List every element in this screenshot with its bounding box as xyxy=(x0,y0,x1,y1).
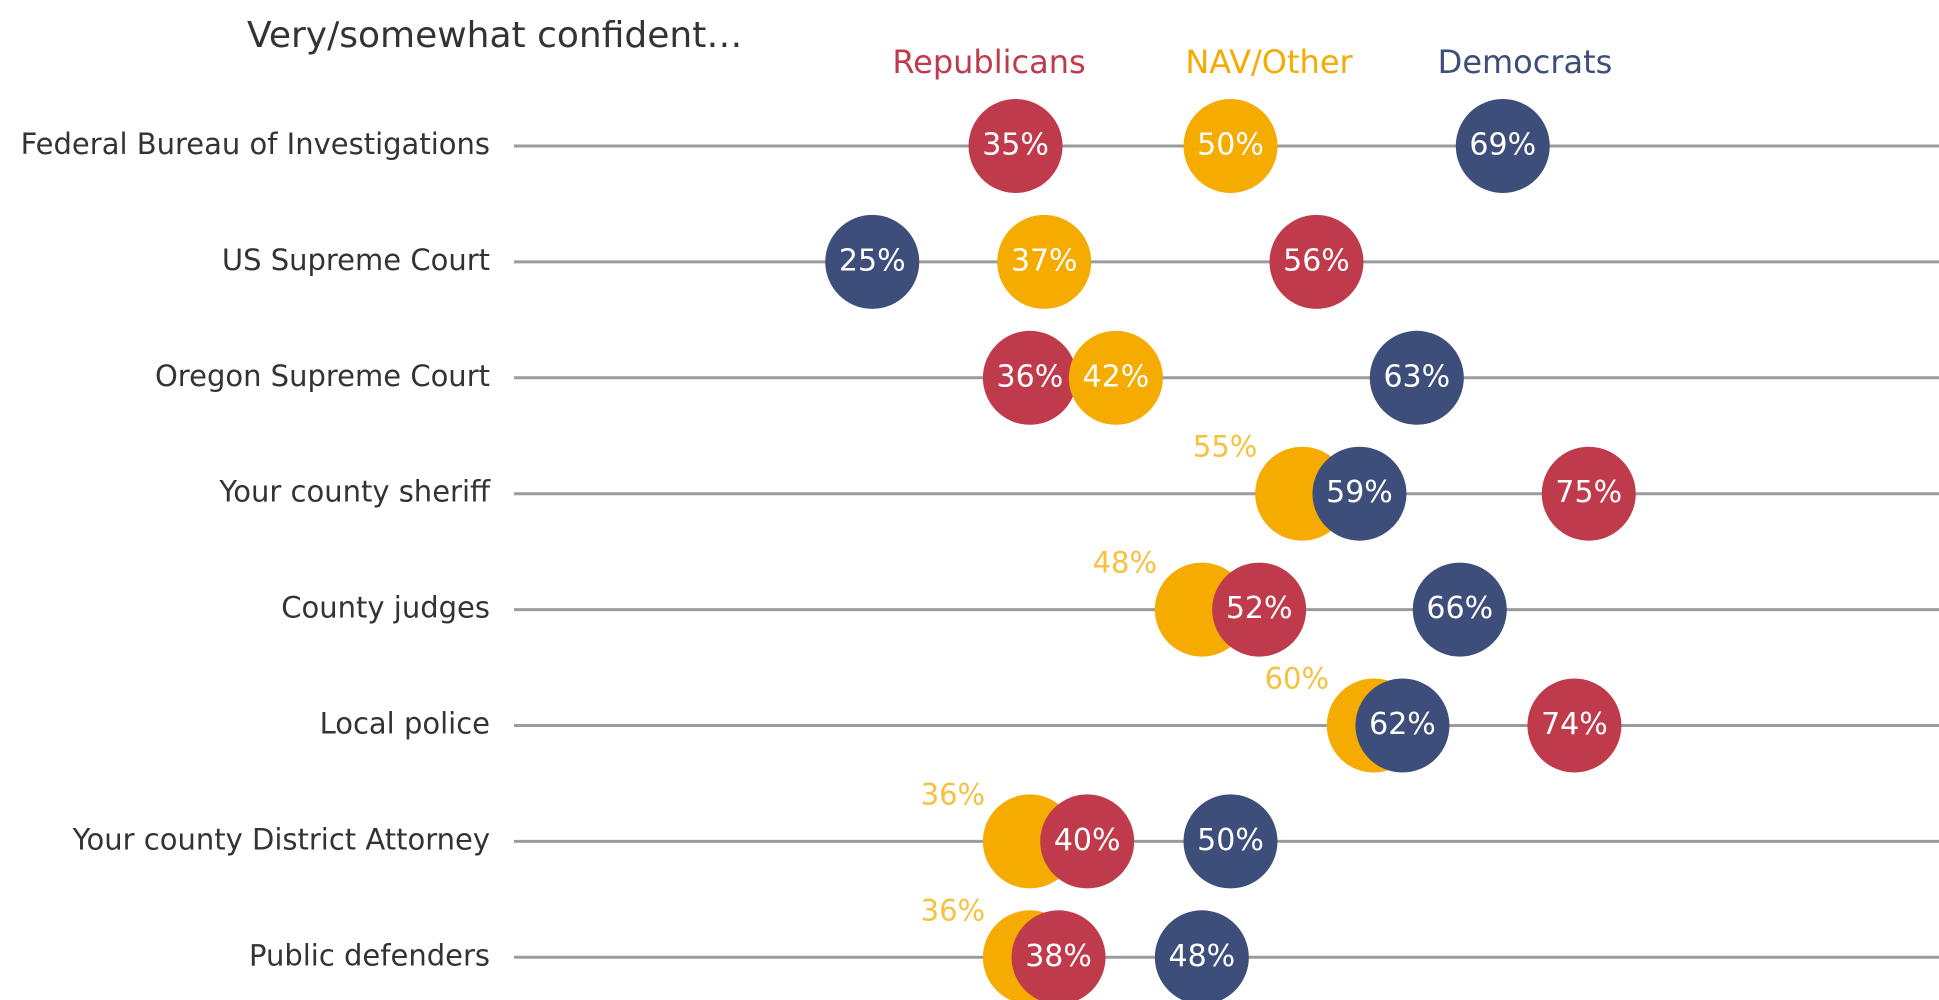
value-label: 25% xyxy=(839,243,906,278)
value-label: 69% xyxy=(1469,128,1536,163)
value-label: 48% xyxy=(1093,546,1157,580)
dot xyxy=(982,330,1077,425)
legend-label: Republicans xyxy=(892,43,1085,81)
legend: Republicans NAV/Other Democrats xyxy=(892,43,1612,81)
dot xyxy=(825,214,920,309)
value-label: 52% xyxy=(1226,591,1293,626)
dot xyxy=(1527,678,1622,773)
category-label: US Supreme Court xyxy=(222,243,490,277)
value-label: 40% xyxy=(1054,823,1121,858)
value-label: 62% xyxy=(1369,707,1436,742)
category-label: County judges xyxy=(281,591,490,625)
value-label: 60% xyxy=(1265,662,1329,696)
value-label: 50% xyxy=(1197,823,1264,858)
dot xyxy=(1412,562,1507,657)
category-label: Local police xyxy=(320,707,490,741)
value-label: 66% xyxy=(1426,591,1493,626)
dot xyxy=(1369,330,1464,425)
value-label: 74% xyxy=(1541,707,1608,742)
dot xyxy=(1355,678,1450,773)
dot xyxy=(1312,446,1407,541)
legend-label: NAV/Other xyxy=(1185,43,1353,81)
dot xyxy=(1040,794,1135,889)
value-label: 55% xyxy=(1193,430,1257,464)
dot xyxy=(1183,794,1278,889)
dot xyxy=(1183,99,1278,193)
value-label: 36% xyxy=(921,777,985,811)
dot xyxy=(997,214,1092,309)
dot xyxy=(1455,99,1550,193)
dot xyxy=(968,99,1063,193)
value-label: 36% xyxy=(997,359,1064,394)
category-label: Public defenders xyxy=(249,938,490,972)
dot xyxy=(1068,330,1163,425)
category-label: Federal Bureau of Investigations xyxy=(21,127,490,161)
value-label: 56% xyxy=(1283,243,1350,278)
value-label: 48% xyxy=(1168,939,1235,974)
value-label: 59% xyxy=(1326,475,1393,510)
value-label: 37% xyxy=(1011,243,1078,278)
legend-label: Democrats xyxy=(1438,43,1613,81)
dot xyxy=(1154,910,1249,1000)
value-label: 35% xyxy=(982,128,1049,163)
dot xyxy=(1541,446,1636,541)
dot xyxy=(1269,214,1364,309)
value-label: 42% xyxy=(1083,359,1150,394)
value-label: 75% xyxy=(1555,475,1622,510)
chart-title: Very/somewhat confident… xyxy=(247,15,742,56)
dot xyxy=(1011,910,1106,1000)
value-label: 36% xyxy=(921,893,985,927)
value-label: 38% xyxy=(1025,939,1092,974)
category-label: Oregon Supreme Court xyxy=(155,359,490,393)
value-label: 63% xyxy=(1383,359,1450,394)
category-label: Your county District Attorney xyxy=(72,822,490,856)
category-label: Your county sheriff xyxy=(218,475,491,509)
plot: Federal Bureau of Investigations 35% 50% 69… xyxy=(21,99,1939,1000)
value-label: 50% xyxy=(1197,128,1264,163)
dot xyxy=(1212,562,1307,657)
